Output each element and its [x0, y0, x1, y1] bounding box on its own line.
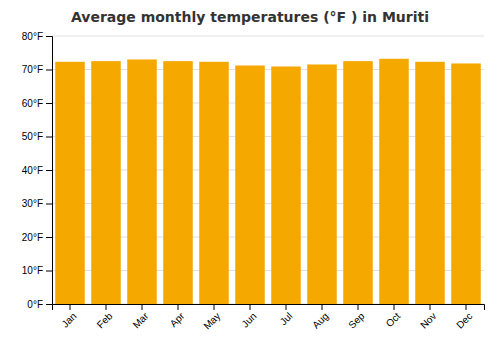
- y-tick-label: 0°F: [27, 299, 43, 310]
- x-axis: Jan Feb Mar Apr May Jun Jul Aug Sep Oct Nov Dec: [53, 304, 485, 332]
- x-tick: Sep: [346, 304, 367, 331]
- x-tick: Jan: [59, 304, 78, 330]
- y-tick-label: 10°F: [22, 265, 43, 276]
- bar: [451, 63, 481, 304]
- x-tick-label: Apr: [168, 310, 187, 329]
- x-tick-label: Sep: [346, 310, 367, 331]
- y-tick: 40°F: [22, 165, 52, 176]
- x-tick: Apr: [168, 304, 187, 329]
- y-tick-label: 30°F: [22, 198, 43, 209]
- x-tick-label: Jun: [239, 310, 258, 329]
- bar: [55, 62, 85, 304]
- x-tick-label: Feb: [95, 310, 115, 330]
- bar: [307, 64, 337, 304]
- x-tick: Jul: [278, 304, 295, 327]
- y-tick-mark: [46, 137, 52, 138]
- y-tick-label: 60°F: [22, 98, 43, 109]
- x-tick-mark: [430, 304, 431, 310]
- x-tick-label: Dec: [454, 310, 474, 330]
- bar: [415, 62, 445, 304]
- y-tick-label: 70°F: [22, 64, 43, 75]
- y-tick-label: 40°F: [22, 165, 43, 176]
- bar: [379, 59, 409, 304]
- x-tick-mark: [178, 304, 179, 310]
- x-tick: Dec: [454, 304, 474, 331]
- x-tick: May: [201, 304, 222, 332]
- y-tick: 20°F: [22, 232, 52, 243]
- y-axis: 0°F 10°F 20°F 30°F 40°F 50°F 60°F 70°F 80°F: [22, 31, 53, 310]
- x-tick-mark: [394, 304, 395, 310]
- bar: [91, 61, 121, 304]
- y-tick: 0°F: [27, 299, 52, 310]
- bar: [343, 61, 373, 304]
- y-tick: 10°F: [22, 265, 52, 276]
- y-tick-mark: [46, 271, 52, 272]
- y-tick: 70°F: [22, 64, 52, 75]
- y-tick: 80°F: [22, 31, 52, 42]
- y-tick-label: 50°F: [22, 131, 43, 142]
- x-tick: Mar: [131, 304, 151, 330]
- bars: [55, 59, 481, 304]
- x-tick-label: Nov: [418, 310, 438, 330]
- y-tick-label: 80°F: [22, 31, 43, 42]
- x-tick-mark: [70, 304, 71, 310]
- y-tick: 30°F: [22, 198, 52, 209]
- plot: 0°F 10°F 20°F 30°F 40°F 50°F 60°F 70°F 80°F Jan Fe…: [22, 31, 485, 332]
- y-tick-mark: [46, 237, 52, 238]
- y-tick-label: 20°F: [22, 232, 43, 243]
- x-tick-mark: [250, 304, 251, 310]
- x-tick: Oct: [384, 304, 403, 329]
- y-tick-mark: [46, 304, 52, 305]
- bar: [235, 65, 265, 304]
- x-tick-mark: [358, 304, 359, 310]
- x-tick-mark: [466, 304, 467, 310]
- x-tick-label: May: [201, 310, 222, 331]
- bar: [127, 59, 157, 304]
- y-tick: 50°F: [22, 131, 52, 142]
- x-tick-mark: [322, 304, 323, 310]
- grid-line: [52, 36, 484, 37]
- x-tick-mark: [106, 304, 107, 310]
- x-axis-line: [53, 305, 485, 311]
- bar: [163, 61, 193, 304]
- bar: [271, 66, 301, 304]
- y-tick-mark: [46, 204, 52, 205]
- x-tick: Nov: [418, 304, 438, 331]
- chart: 0°F 10°F 20°F 30°F 40°F 50°F 60°F 70°F 80°F Jan Fe…: [0, 0, 500, 350]
- y-tick: 60°F: [22, 98, 52, 109]
- x-tick-mark: [214, 304, 215, 310]
- x-tick: Jun: [239, 304, 258, 330]
- x-tick-label: Oct: [384, 310, 403, 329]
- y-tick-mark: [46, 170, 52, 171]
- x-tick: Aug: [310, 304, 330, 331]
- y-tick-mark: [46, 70, 52, 71]
- x-tick-label: Jan: [59, 310, 78, 329]
- title: Average monthly temperatures (°F ) in Mu…: [71, 9, 429, 25]
- x-tick-label: Jul: [278, 310, 295, 327]
- y-axis-line: [46, 37, 53, 305]
- x-tick-mark: [286, 304, 287, 310]
- x-tick: Feb: [95, 304, 115, 330]
- y-tick-mark: [46, 36, 52, 37]
- x-tick-label: Aug: [310, 310, 330, 330]
- x-tick-mark: [142, 304, 143, 310]
- y-tick-mark: [46, 103, 52, 104]
- bar: [199, 62, 229, 304]
- grid: [52, 36, 484, 304]
- x-tick-label: Mar: [131, 310, 151, 330]
